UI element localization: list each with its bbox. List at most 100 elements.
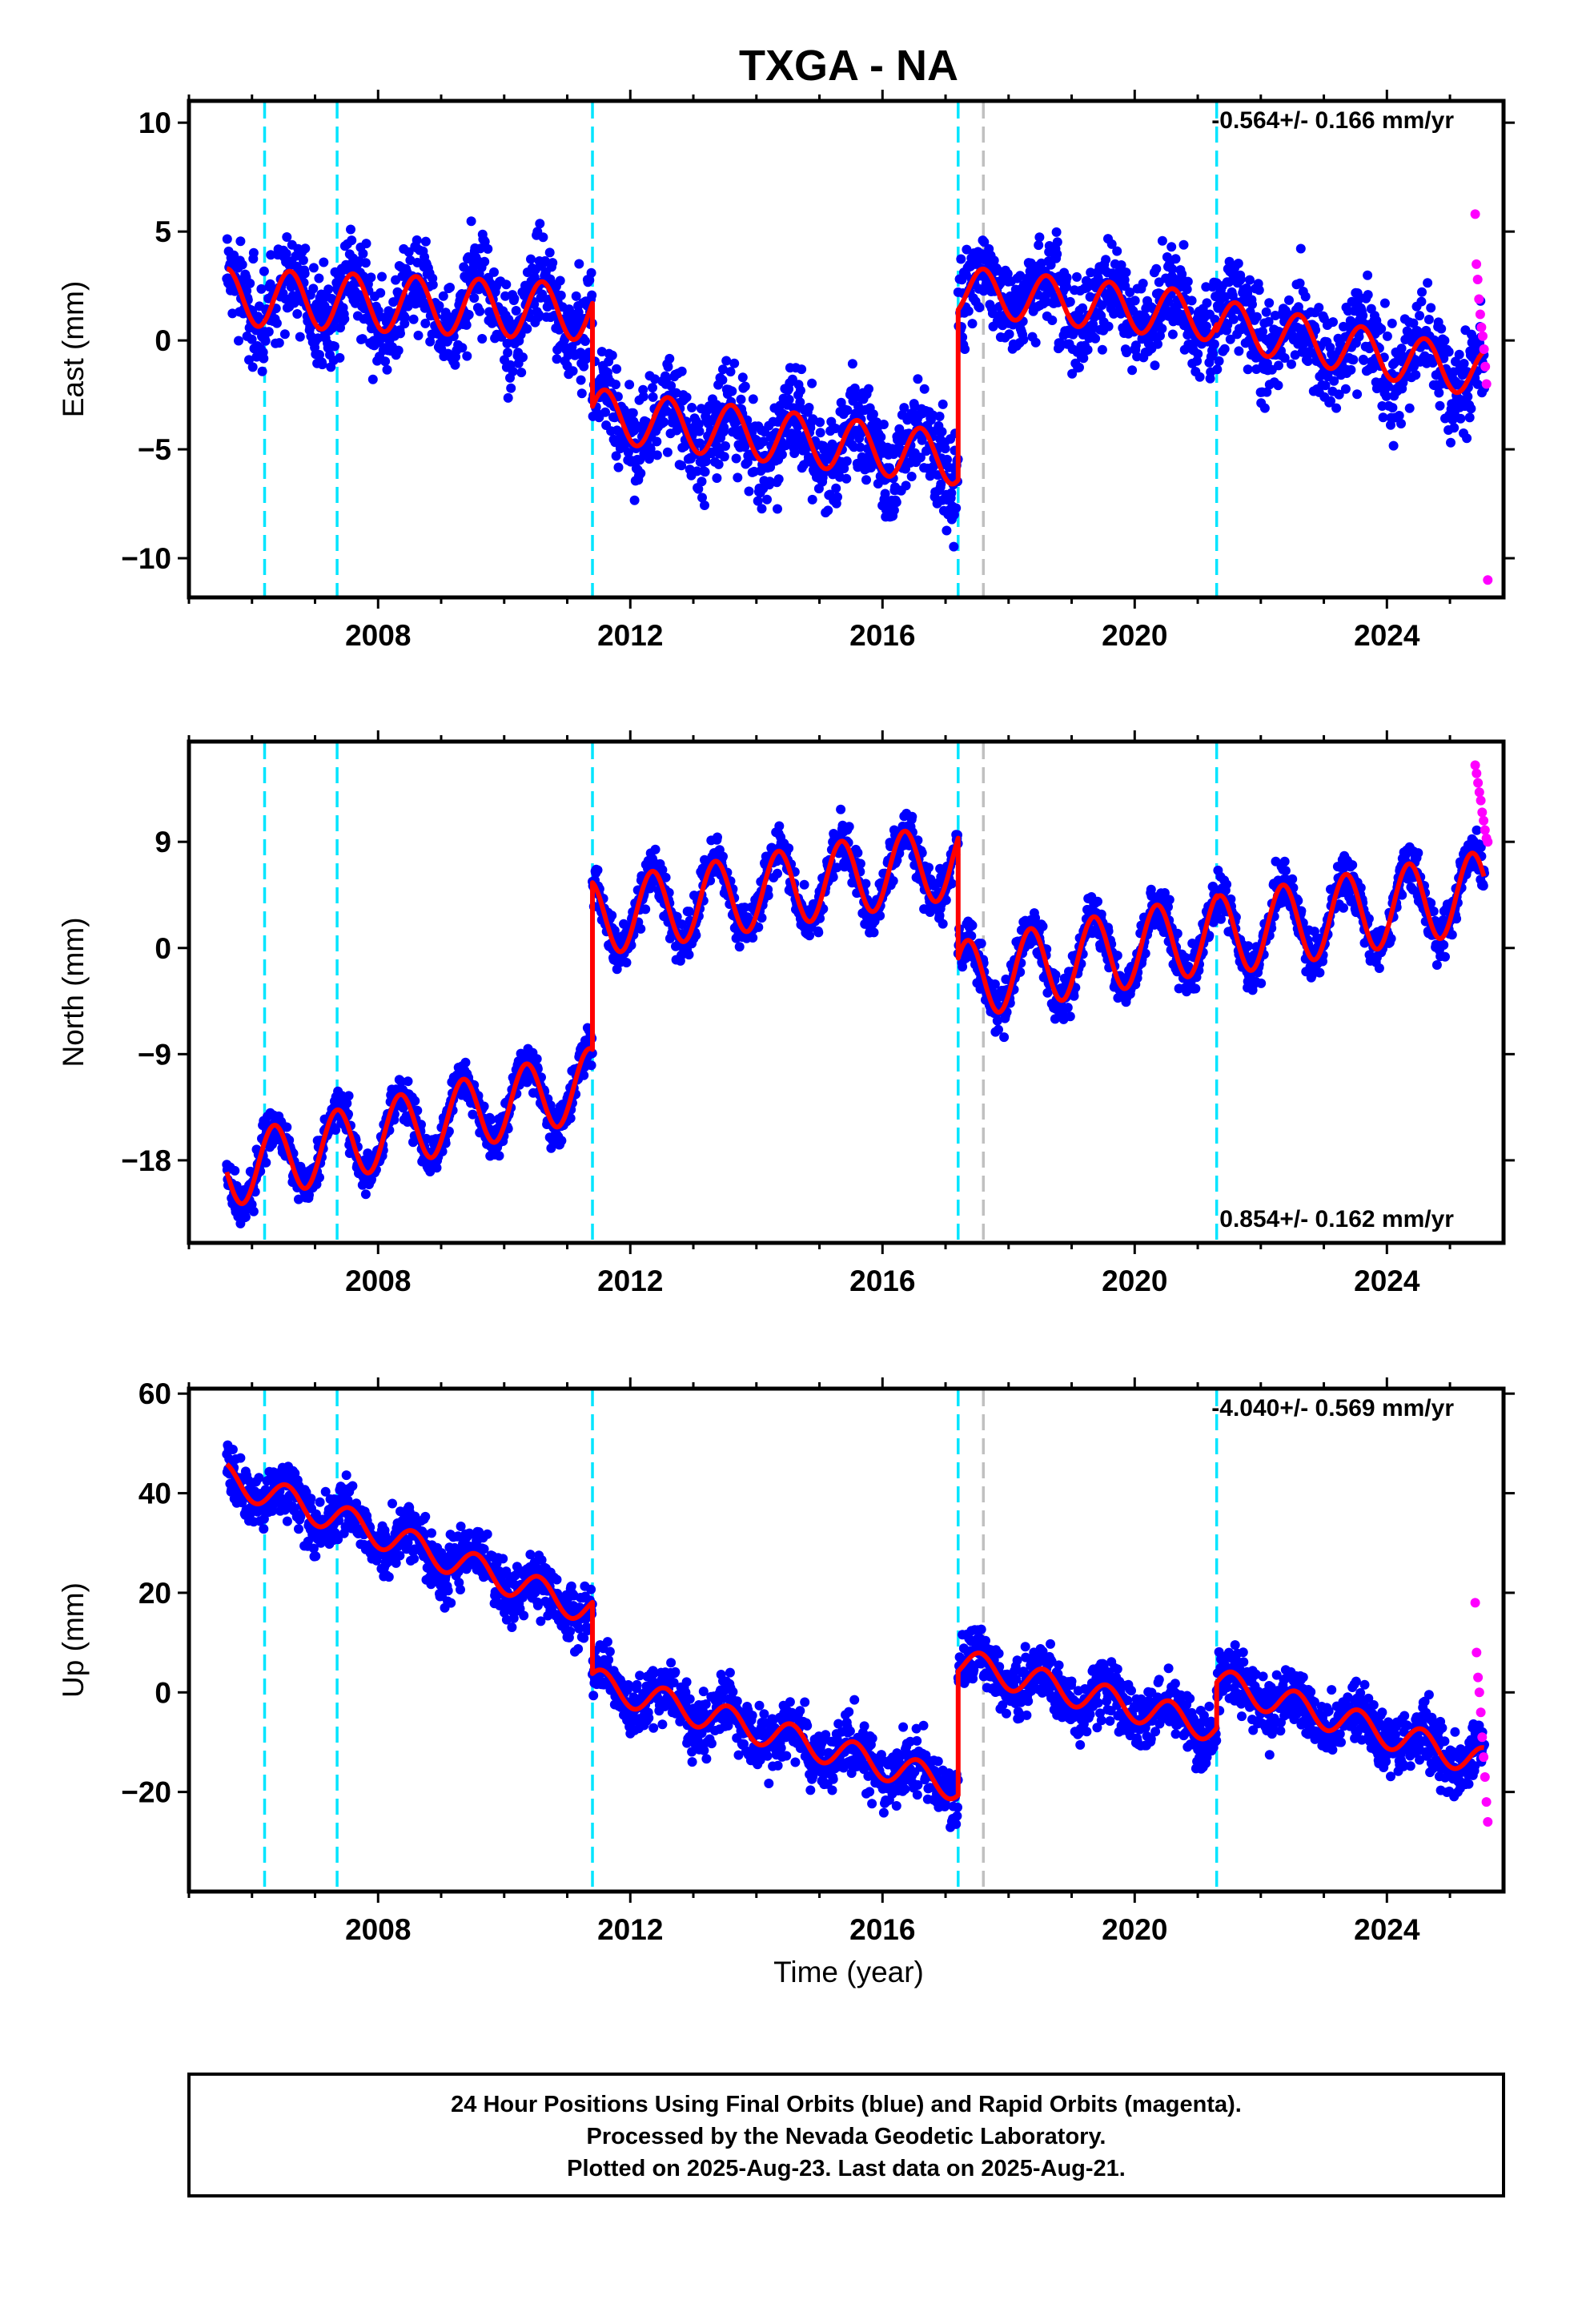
data-point [535,219,545,229]
data-point [804,403,814,412]
x-tick-label: 2008 [345,619,411,652]
data-point [1346,364,1356,375]
data-point [1004,329,1014,340]
data-point [1038,921,1048,931]
data-point [1446,437,1456,448]
data-point [538,232,548,243]
data-point [938,919,948,929]
data-point [360,258,371,268]
data-point [462,351,472,361]
data-point [343,1091,354,1101]
data-point [377,271,387,282]
data-point [1261,307,1271,317]
data-point [1212,364,1223,375]
data-point [1018,335,1029,345]
data-point [506,383,516,393]
data-point [1328,317,1338,328]
data-point [280,294,291,304]
data-point [1130,296,1140,306]
data-point [403,1076,413,1087]
data-point [1254,285,1264,296]
data-point [951,503,962,513]
data-point [1195,372,1205,382]
rapid-point [1478,331,1488,341]
data-point [420,236,431,247]
data-point [841,473,852,484]
data-point [480,256,490,267]
data-point [408,314,419,324]
data-point [248,247,259,258]
data-point [712,473,722,483]
data-point [1436,324,1447,334]
data-point [335,352,345,363]
data-point [823,505,833,516]
data-point [1127,365,1138,376]
data-point [556,1136,567,1146]
data-point [579,1070,589,1080]
data-point [1072,271,1082,282]
y-tick-label: 5 [155,215,171,248]
data-point [1030,337,1041,348]
data-point [645,444,656,454]
data-point [1426,303,1436,313]
data-point [942,525,952,536]
data-point [501,279,512,290]
y-tick-label: 10 [139,107,171,139]
data-point [613,462,624,472]
rapid-point [1479,344,1489,354]
data-point [841,456,852,466]
data-point [1256,978,1267,988]
data-point [584,275,595,285]
data-point [1243,364,1253,375]
data-point [247,334,257,344]
data-point [721,356,732,366]
data-point [773,504,782,514]
data-point [864,384,873,394]
data-point [612,364,622,374]
data-point [740,442,750,452]
data-point [450,360,460,370]
data-point [958,962,968,972]
data-point [323,284,334,295]
data-point [729,358,740,368]
data-point [529,300,540,309]
data-point [1396,344,1407,354]
data-point [963,306,974,316]
data-point [731,453,741,464]
data-point [727,386,737,396]
data-point [636,923,646,934]
data-point [1417,287,1427,297]
data-point [247,362,258,372]
data-point [762,494,772,505]
data-point [1379,298,1390,308]
data-point [721,441,730,451]
data-point [244,355,254,365]
data-point [888,876,898,886]
data-point [508,366,518,376]
data-point [652,436,662,447]
data-point [652,450,662,460]
data-point [663,362,673,372]
data-point [894,424,905,434]
data-point [1382,331,1392,341]
data-point [315,350,324,360]
data-point [713,832,722,842]
data-point [677,460,687,471]
data-point [1047,316,1058,325]
data-point [571,291,581,301]
data-point [1415,311,1425,321]
data-point [1394,411,1404,420]
data-point [1245,275,1255,285]
data-point [1435,400,1445,411]
data-point [697,476,707,487]
data-point [552,354,562,364]
data-point [681,392,692,403]
data-point [774,821,785,831]
data-point [718,364,728,375]
data-point [640,904,651,915]
data-point [544,247,555,258]
data-point [1051,227,1062,237]
